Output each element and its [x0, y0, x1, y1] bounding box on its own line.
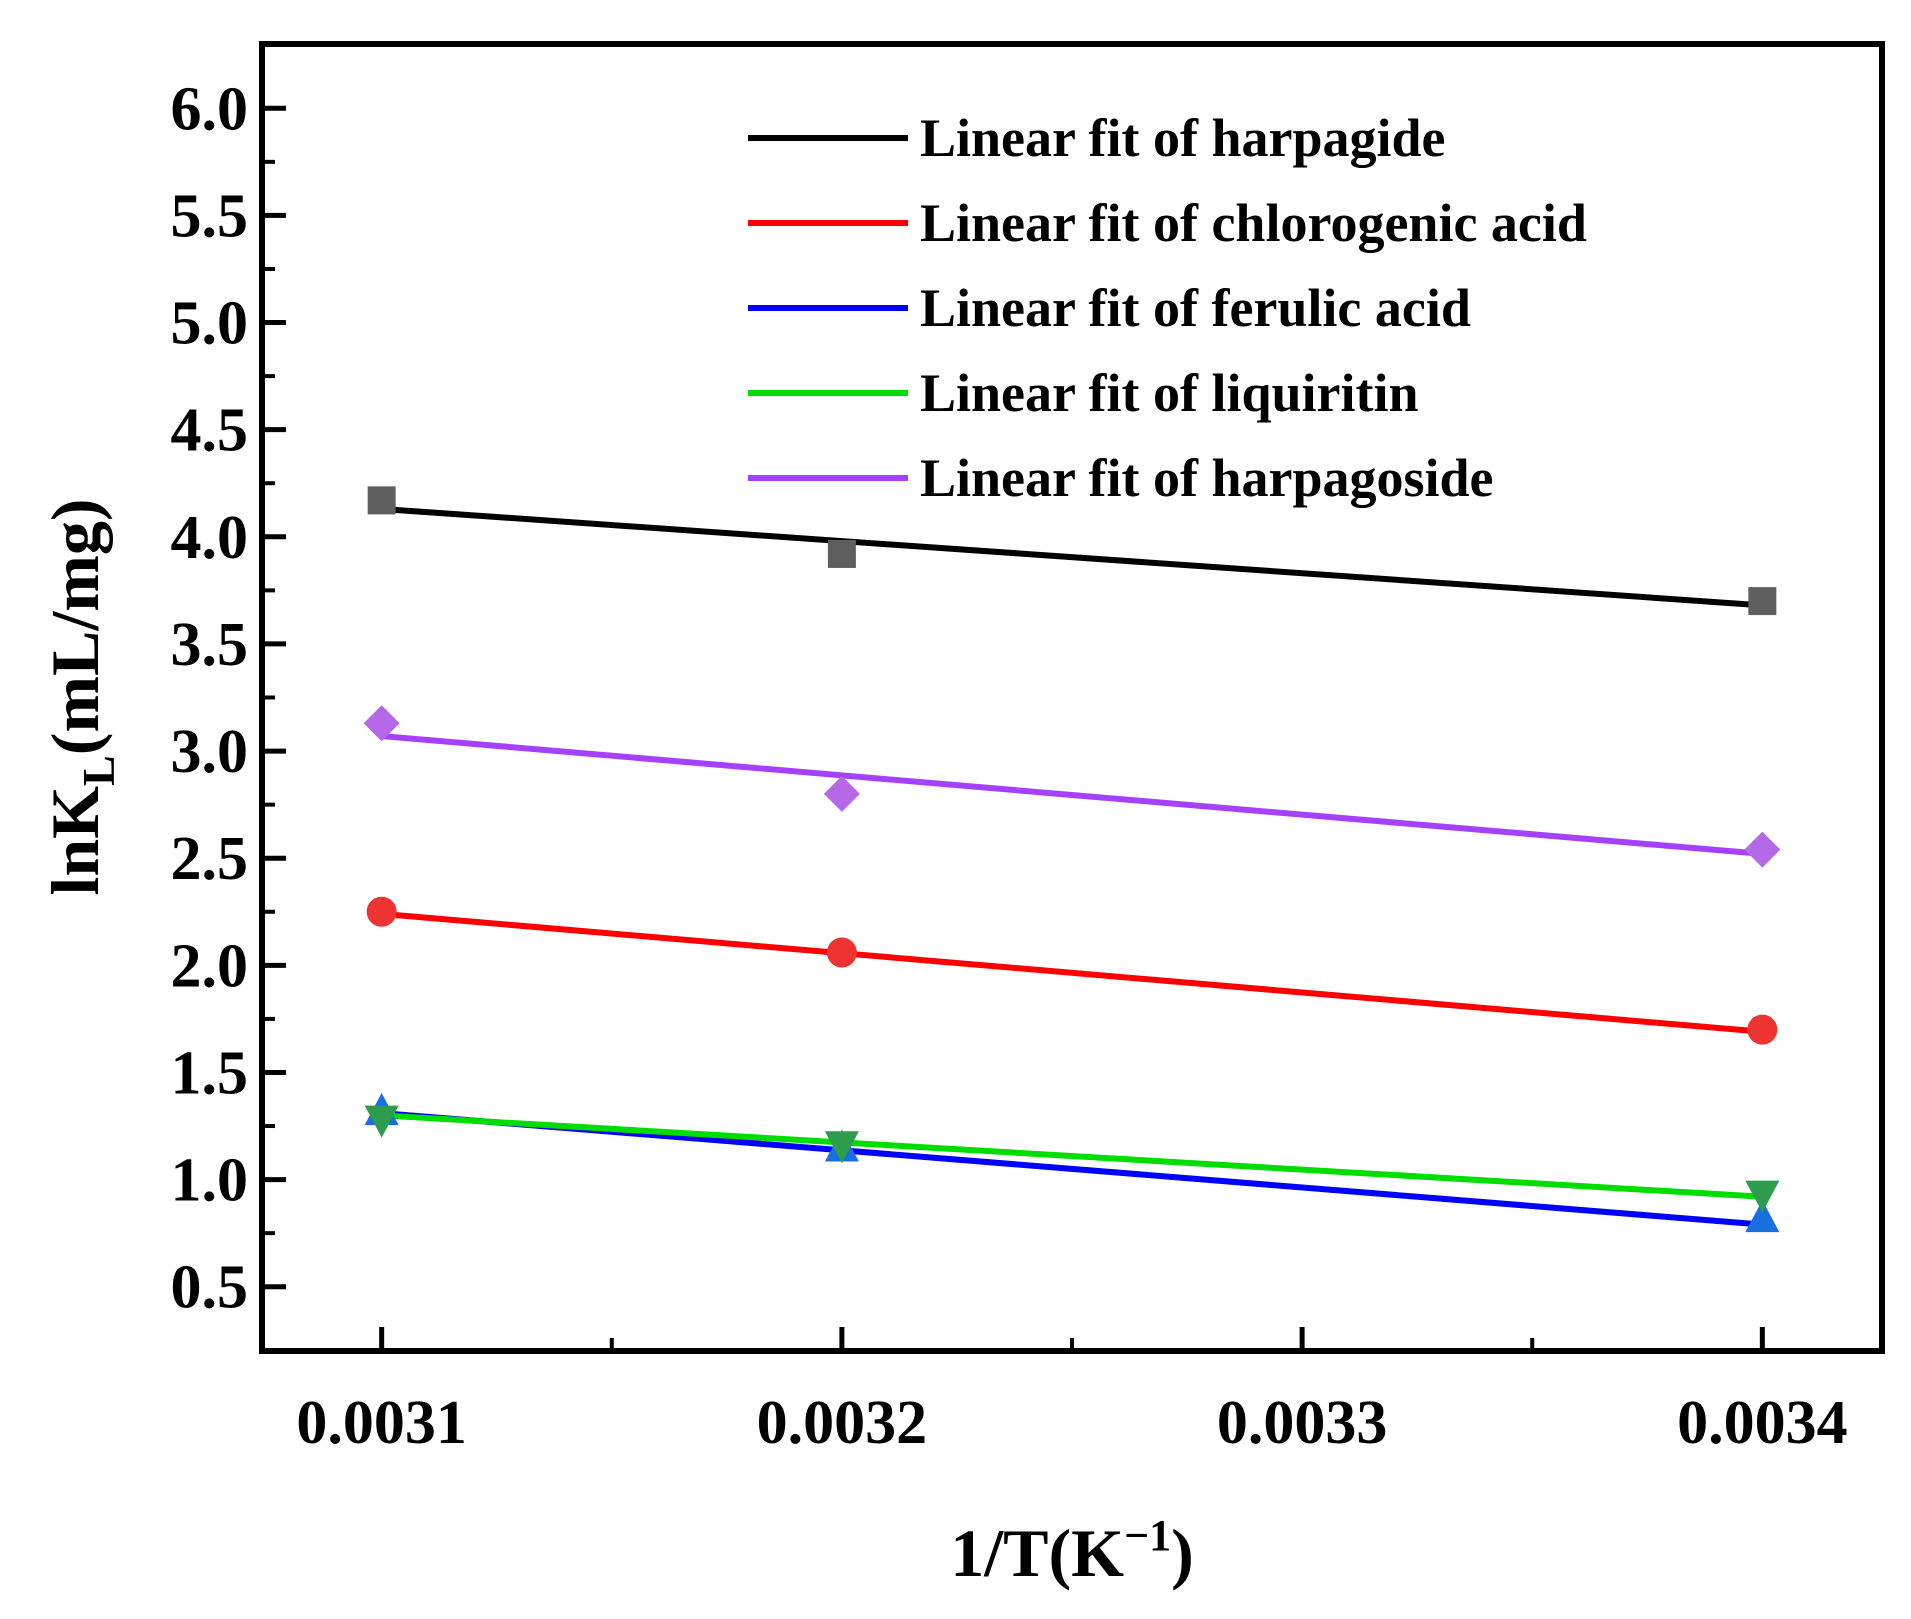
marker-chlorogenic-acid	[366, 896, 397, 927]
marker-chlorogenic-acid	[1747, 1014, 1778, 1045]
y-tick-label: 5.5	[171, 182, 249, 250]
x-axis-title-main: 1/T(K	[950, 1515, 1124, 1591]
x-axis-title: 1/T(K−1)	[950, 1511, 1194, 1591]
legend-label-chlorogenic-acid: Linear fit of chlorogenic acid	[920, 193, 1587, 253]
y-axis-title-main: lnK	[37, 786, 113, 896]
marker-harpagide	[1748, 587, 1777, 616]
marker-liquiritin	[824, 1131, 859, 1164]
x-axis-title-tail: )	[1171, 1515, 1194, 1591]
data-markers	[363, 486, 1781, 1233]
y-tick-label: 4.5	[171, 397, 249, 465]
fit-lines	[381, 505, 1763, 1228]
fit-line-chlorogenic-acid	[381, 910, 1763, 1035]
x-tick-labels: 0.0031 0.0032 0.0033 0.0034	[296, 1389, 1847, 1457]
y-tick-labels: 0.5 1.0 1.5 2.0 2.5 3.0 3.5 4.0 4.5 5.0 5.5 6.0	[171, 75, 249, 1321]
marker-ferulic-acid	[1745, 1200, 1780, 1233]
y-axis-title-group: lnKL(mL/mg)	[37, 498, 124, 895]
fit-line-harpagide	[381, 505, 1763, 609]
marker-harpagoside	[363, 705, 400, 742]
x-tick-label: 0.0031	[296, 1389, 467, 1457]
fit-line-liquiritin	[381, 1112, 1763, 1200]
y-tick-label: 5.0	[171, 290, 249, 358]
x-tick-label: 0.0034	[1677, 1389, 1848, 1457]
plot-frame	[259, 41, 1885, 1354]
marker-chlorogenic-acid	[826, 937, 857, 968]
marker-harpagoside	[1744, 831, 1781, 868]
y-tick-label: 2.0	[171, 932, 249, 1000]
y-tick-label: 0.5	[171, 1254, 249, 1322]
fit-line-harpagoside	[381, 733, 1763, 857]
y-tick-label: 4.0	[171, 504, 249, 572]
legend: Linear fit of harpagide Linear fit of chl…	[748, 108, 1587, 508]
legend-label-liquiritin: Linear fit of liquiritin	[920, 363, 1419, 423]
y-tick-label: 3.0	[171, 718, 249, 786]
x-axis-title-superscript: −1	[1124, 1511, 1171, 1560]
marker-liquiritin	[1745, 1180, 1780, 1213]
y-tick-label: 2.5	[171, 825, 249, 893]
y-tick-label: 3.5	[171, 611, 249, 679]
y-tick-label: 1.0	[171, 1147, 249, 1215]
legend-label-harpagoside: Linear fit of harpagoside	[920, 448, 1494, 508]
marker-liquiritin	[364, 1105, 399, 1138]
marker-harpagoside	[823, 775, 860, 812]
y-axis-title-subscript: L	[73, 755, 124, 786]
legend-label-harpagide: Linear fit of harpagide	[920, 108, 1446, 168]
y-axis-title: lnKL(mL/mg)	[37, 498, 124, 895]
y-tick-label: 1.5	[171, 1039, 249, 1107]
marker-harpagide	[367, 486, 396, 515]
y-tick-label: 6.0	[171, 75, 249, 143]
y-axis-title-tail: (mL/mg)	[37, 498, 113, 755]
x-tick-label: 0.0033	[1217, 1389, 1388, 1457]
x-tick-label: 0.0032	[757, 1389, 928, 1457]
legend-label-ferulic-acid: Linear fit of ferulic acid	[920, 278, 1471, 338]
marker-harpagide	[827, 539, 856, 568]
